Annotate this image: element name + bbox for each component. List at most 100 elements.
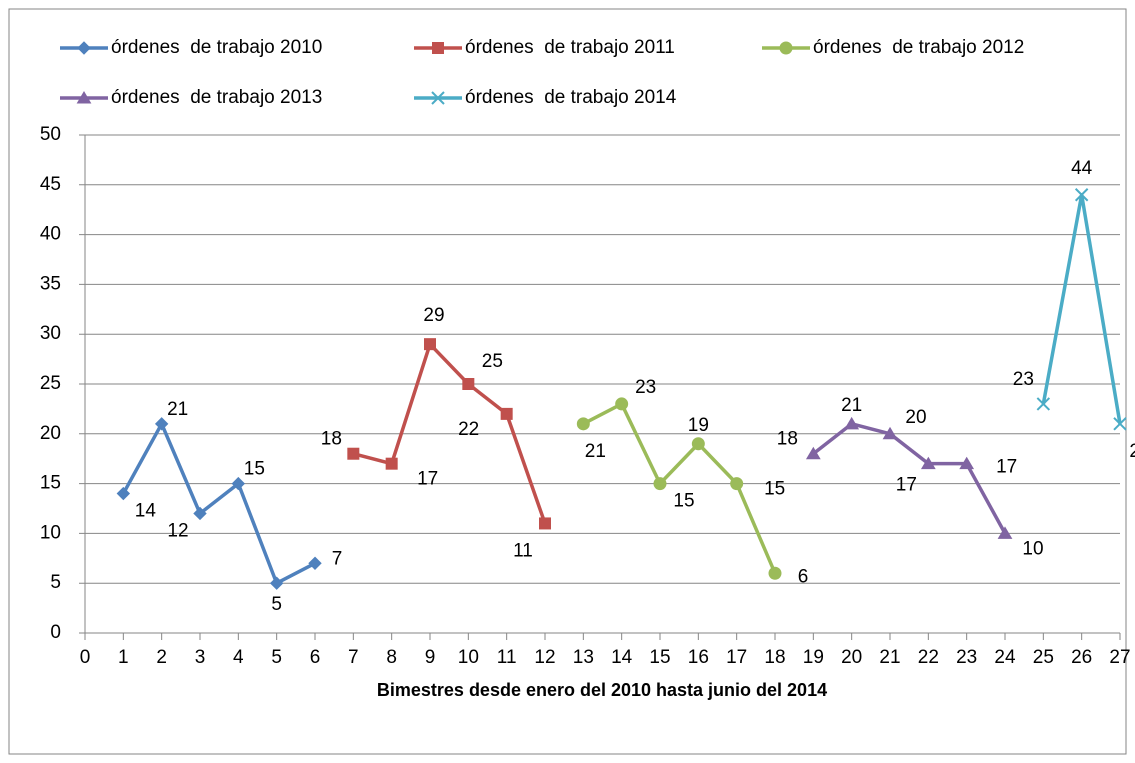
legend-label: órdenes de trabajo 2011 (465, 37, 675, 58)
y-tick-label: 45 (40, 174, 61, 195)
data-label: 23 (635, 377, 656, 398)
data-point (615, 397, 629, 411)
x-tick-label: 20 (841, 647, 862, 668)
x-tick-label: 1 (118, 647, 129, 668)
data-label: 6 (798, 566, 809, 587)
data-label: 21 (585, 441, 606, 462)
y-tick-label: 20 (40, 423, 61, 444)
data-label: 12 (167, 520, 188, 541)
data-label: 18 (777, 429, 798, 450)
data-point (539, 517, 551, 530)
x-tick-label: 6 (310, 647, 321, 668)
data-label: 23 (1013, 369, 1034, 390)
x-tick-label: 22 (918, 647, 939, 668)
data-label: 22 (458, 419, 479, 440)
data-point (997, 526, 1013, 539)
data-label: 29 (423, 305, 444, 326)
x-tick-label: 0 (80, 647, 91, 668)
data-label: 21 (167, 399, 188, 420)
x-tick-label: 2 (156, 647, 167, 668)
data-point (308, 556, 322, 570)
x-tick-label: 11 (497, 647, 517, 668)
data-point (116, 486, 131, 501)
data-point (805, 446, 821, 460)
data-label: 17 (896, 475, 917, 496)
x-tick-label: 27 (1109, 647, 1130, 668)
data-label: 20 (905, 407, 926, 428)
x-tick-label: 12 (534, 647, 555, 668)
legend-label: órdenes de trabajo 2014 (465, 87, 677, 108)
x-tick-label: 7 (348, 647, 359, 668)
data-point (347, 447, 360, 460)
x-axis-title: Bimestres desde enero del 2010 hasta jun… (377, 680, 827, 700)
data-point (576, 417, 590, 431)
legend-marker (77, 41, 91, 55)
x-tick-label: 19 (803, 647, 824, 668)
x-tick-label: 10 (458, 647, 479, 668)
data-point (768, 566, 782, 580)
series-line (121, 422, 316, 585)
x-tick-label: 17 (726, 647, 747, 668)
data-label: 17 (417, 469, 438, 490)
x-tick-label: 18 (764, 647, 785, 668)
data-point (730, 477, 744, 491)
data-label: 10 (1022, 538, 1043, 559)
legend-label: órdenes de trabajo 2010 (111, 37, 322, 58)
y-tick-label: 40 (40, 224, 61, 245)
x-tick-label: 14 (611, 647, 633, 668)
x-tick-label: 13 (573, 647, 594, 668)
data-point (500, 407, 513, 420)
x-tick-label: 3 (195, 647, 206, 668)
data-point (154, 417, 169, 431)
legend-marker (76, 91, 92, 104)
x-tick-label: 24 (994, 647, 1016, 668)
data-label: 17 (996, 457, 1017, 478)
legend-label: órdenes de trabajo 2013 (111, 87, 322, 108)
data-point (1074, 188, 1089, 202)
y-tick-label: 30 (40, 323, 61, 344)
data-label: 25 (482, 351, 503, 372)
y-tick-label: 35 (40, 273, 61, 294)
data-point (193, 506, 207, 521)
x-tick-label: 15 (649, 647, 670, 668)
data-point (385, 457, 398, 470)
data-point (920, 456, 936, 470)
x-tick-label: 25 (1033, 647, 1054, 668)
legend-marker (779, 41, 793, 55)
y-tick-label: 5 (50, 572, 61, 593)
legend-marker (432, 42, 444, 54)
y-tick-label: 10 (40, 522, 61, 543)
x-tick-label: 5 (271, 647, 282, 668)
y-tick-label: 25 (40, 373, 61, 394)
data-label: 18 (321, 429, 342, 450)
data-label: 21 (841, 395, 862, 416)
x-tick-label: 26 (1071, 647, 1092, 668)
data-label: 19 (688, 415, 709, 436)
x-tick-label: 16 (688, 647, 709, 668)
series-line (582, 402, 777, 574)
data-point (1036, 397, 1051, 411)
x-tick-label: 21 (879, 647, 900, 668)
x-tick-label: 8 (386, 647, 397, 668)
data-label: 15 (673, 491, 694, 512)
data-point (882, 426, 898, 440)
data-label: 15 (244, 459, 265, 480)
legend-marker (431, 91, 445, 105)
data-label: 15 (764, 479, 785, 500)
x-tick-label: 23 (956, 647, 977, 668)
data-label: 14 (135, 501, 157, 522)
y-tick-label: 15 (40, 473, 61, 494)
data-point (844, 416, 860, 430)
data-label: 5 (271, 594, 282, 615)
y-tick-label: 50 (40, 124, 61, 145)
x-tick-label: 9 (425, 647, 436, 668)
legend-label: órdenes de trabajo 2012 (813, 37, 1024, 58)
y-tick-label: 0 (50, 622, 61, 643)
data-point (959, 456, 975, 470)
data-point (424, 338, 436, 351)
data-point (1113, 417, 1127, 431)
data-point (231, 476, 246, 491)
data-label: 11 (513, 540, 533, 561)
data-point (462, 378, 475, 390)
x-tick-label: 4 (233, 647, 244, 668)
